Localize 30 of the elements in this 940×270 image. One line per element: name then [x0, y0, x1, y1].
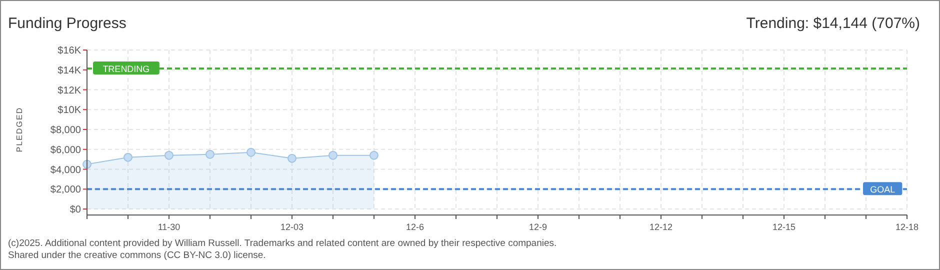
point [206, 150, 214, 159]
y-tick-label: $14K [58, 65, 82, 76]
text: Shared under the creative commons (CC BY-NC 3.0) license. [8, 250, 266, 261]
y-tick-label: $16K [58, 46, 82, 56]
point [124, 152, 132, 162]
y-tick-label: $2,000 [50, 184, 82, 196]
point [328, 150, 338, 160]
point [288, 154, 296, 163]
ref-line-label: TRENDING [102, 64, 150, 74]
point [246, 148, 256, 157]
x-tick-label: 12-6 [406, 222, 424, 232]
point [164, 150, 174, 160]
y-tick-label: $4,000 [50, 164, 82, 176]
x-tick-label: 12-12 [649, 222, 673, 232]
point [370, 150, 378, 160]
y-tick-label: $10K [58, 105, 82, 116]
x-tick-label: 12-18 [895, 222, 919, 232]
x-tick-label: 12-9 [528, 222, 548, 232]
y-tick-label: $0 [70, 204, 82, 216]
x-tick-label: 12-03 [280, 222, 304, 232]
y-axis-title: PLEDGED [15, 106, 24, 152]
y-tick-label: $6,000 [50, 144, 82, 156]
chart-title: Funding Progress [8, 15, 126, 32]
x-tick-label: 12-15 [772, 222, 796, 232]
text: Trending: $14,144 (707%) [746, 15, 920, 32]
x-tick-label: 11-30 [158, 222, 180, 232]
y-tick-label: $12K [58, 85, 82, 96]
y-tick-label: $8,000 [50, 125, 82, 136]
ref-line-label: GOAL [870, 184, 896, 195]
text: (c)2025. Additional content provided by William Russell. Trademarks and related content are owned by their respective companies. [8, 238, 557, 249]
